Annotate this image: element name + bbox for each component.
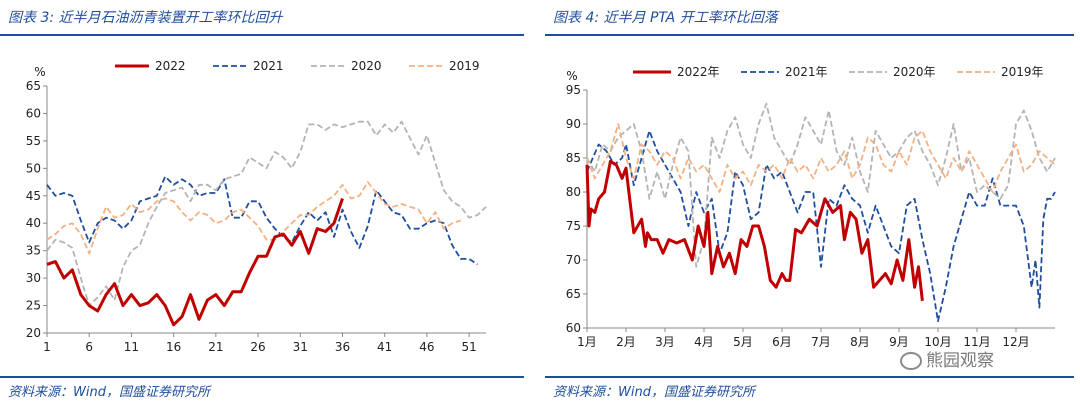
x-tick-label: 21 [208, 340, 223, 354]
series-line-2019年 [586, 123, 1056, 193]
bottom-divider [545, 376, 1074, 378]
top-divider [545, 34, 1074, 36]
legend-label: 2022 [155, 59, 186, 73]
x-tick-label: 31 [293, 340, 308, 354]
x-tick-label: 51 [461, 340, 476, 354]
y-tick-label: 45 [26, 189, 41, 203]
x-tick-label: 36 [335, 340, 350, 354]
x-tick-label: 7月 [811, 335, 831, 349]
legend-label: 2019年 [1001, 65, 1044, 79]
series-line-2022 [46, 198, 344, 327]
legend-label: 2022年 [677, 65, 720, 79]
x-tick-label: 12月 [1002, 335, 1029, 349]
chart-panel-pta: 图表 4: 近半月 PTA 开工率环比回落 % 60 65 70 75 80 85 90 95 1… [545, 0, 1080, 407]
x-tick-label: 6月 [772, 335, 792, 349]
pta-chart-svg: % 60 65 70 75 80 85 90 95 1月 2月 3月 4月 5月 6月 7月 8月 9月 10月 11… [566, 65, 1056, 349]
y-tick-label: 20 [26, 326, 41, 340]
series-line-2021 [46, 175, 479, 266]
top-divider [0, 34, 524, 36]
y-tick-label: 30 [26, 271, 41, 285]
x-tick-label: 46 [419, 340, 434, 354]
legend-label: 2021 [253, 59, 284, 73]
legend-label: 2021年 [785, 65, 828, 79]
x-tick-label: 1月 [577, 335, 597, 349]
y-unit-label: % [566, 69, 577, 83]
y-tick-label: 95 [566, 83, 581, 97]
y-tick-label: 40 [26, 216, 41, 230]
series-line-2019 [46, 181, 461, 255]
x-tick-label: 3月 [655, 335, 675, 349]
y-tick-label: 80 [566, 185, 581, 199]
legend-label: 2020年 [893, 65, 936, 79]
x-tick-label: 5月 [733, 335, 753, 349]
chart-title: 图表 4: 近半月 PTA 开工率环比回落 [553, 10, 778, 26]
x-tick-label: 6 [85, 340, 93, 354]
x-tick-label: 10月 [924, 335, 951, 349]
x-tick-label: 11月 [963, 335, 990, 349]
y-tick-label: 65 [566, 287, 581, 301]
x-tick-label: 11 [124, 340, 139, 354]
x-tick-label: 8月 [850, 335, 870, 349]
source-note: 资料来源：Wind，国盛证券研究所 [553, 385, 755, 400]
chart-panel-asphalt: 图表 3: 近半月石油沥青装置开工率环比回升 % 20 25 30 35 40 45 50 55… [0, 0, 530, 407]
legend-label: 2019 [449, 59, 480, 73]
y-tick-label: 60 [566, 321, 581, 335]
y-tick-label: 70 [566, 253, 581, 267]
x-tick-label: 4月 [694, 335, 714, 349]
y-tick-label: 55 [26, 134, 41, 148]
watermark-text: 熊园观察 [926, 351, 994, 371]
y-tick-label: 50 [26, 161, 41, 175]
y-tick-label: 25 [26, 299, 41, 313]
watermark: 熊园观察 [900, 346, 994, 371]
y-tick-label: 65 [26, 79, 41, 93]
y-unit-label: % [34, 65, 45, 79]
x-tick-label: 1 [43, 340, 51, 354]
wechat-icon [900, 352, 922, 370]
series-line-2022年 [585, 159, 924, 301]
x-tick-label: 9月 [889, 335, 909, 349]
y-tick-label: 60 [26, 106, 41, 120]
x-tick-label: 2月 [616, 335, 636, 349]
series-line-2020 [46, 120, 487, 307]
x-tick-label: 16 [166, 340, 181, 354]
legend-label: 2020 [351, 59, 382, 73]
x-tick-label: 26 [250, 340, 265, 354]
y-tick-label: 85 [566, 151, 581, 165]
y-tick-label: 90 [566, 117, 581, 131]
x-tick-label: 41 [377, 340, 392, 354]
bottom-divider [0, 376, 524, 378]
y-tick-label: 35 [26, 244, 41, 258]
series-line-2020年 [586, 102, 1056, 268]
y-tick-label: 75 [566, 219, 581, 233]
source-note: 资料来源：Wind，国盛证券研究所 [8, 385, 210, 400]
chart-title: 图表 3: 近半月石油沥青装置开工率环比回升 [8, 10, 283, 26]
